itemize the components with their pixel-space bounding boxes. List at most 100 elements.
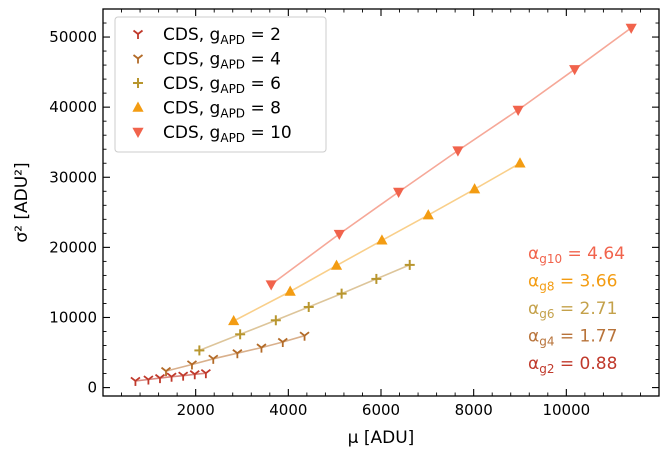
series-1 (130, 369, 211, 386)
tri-arm (194, 370, 200, 375)
triangle-up-marker (132, 101, 144, 112)
legend-marker (132, 101, 144, 112)
triangle-down-marker (393, 187, 405, 198)
tri-arm (282, 337, 288, 343)
legend-entry: CDS, gAPD = 6 (133, 74, 281, 96)
data-point (189, 370, 200, 380)
y-tick-label: 10000 (49, 308, 97, 326)
data-point (232, 349, 243, 359)
tri-arm (137, 29, 144, 35)
triangle-up-marker (422, 209, 434, 220)
y-tick-label: 20000 (49, 238, 97, 256)
tri-arm (159, 373, 166, 379)
legend-marker (132, 29, 144, 39)
tri-arm (212, 354, 219, 360)
alpha-annotation: αg6 = 2.71 (528, 299, 617, 321)
y-tick-label: 40000 (49, 98, 97, 116)
y-tick-label: 0 (87, 379, 97, 397)
alpha-annotation: αg8 = 3.66 (528, 272, 617, 294)
tri-arm (189, 370, 196, 375)
alpha-annotations: αg10 = 4.64 αg8 = 3.66 αg6 = 2.71 αg4 = 1.7… (528, 244, 625, 376)
tri-arm (260, 343, 267, 349)
triangle-down-marker (265, 280, 277, 291)
legend-box (114, 16, 327, 153)
legend-marker (132, 127, 144, 138)
data-point (422, 209, 434, 220)
data-point (330, 259, 343, 270)
data-point (154, 373, 166, 384)
data-point (228, 314, 240, 326)
data-point (625, 23, 637, 34)
data-point (208, 354, 219, 364)
tri-arm (182, 371, 189, 377)
series-fit-line (233, 162, 521, 322)
data-point (284, 285, 296, 296)
alpha-annotation: αg2 = 0.88 (528, 354, 617, 376)
triangle-down-marker (569, 65, 581, 76)
y-tick-label: 30000 (49, 168, 97, 186)
tri-arm (132, 54, 139, 60)
data-point (569, 65, 581, 76)
triangle-down-marker (452, 146, 464, 157)
tri-arm (130, 376, 136, 382)
series-layer (130, 23, 637, 386)
legend-entry: CDS, gAPD = 8 (132, 99, 281, 121)
y-tick-label: 50000 (49, 28, 97, 46)
triangle-down-marker (333, 229, 345, 241)
tri-arm (299, 331, 306, 337)
data-point (393, 187, 405, 198)
data-point (143, 375, 154, 385)
x-tick-label: 6000 (362, 401, 400, 419)
tri-arm (191, 360, 198, 366)
data-point (376, 234, 388, 245)
legend-entry: CDS, gAPD = 10 (132, 123, 292, 145)
data-point (512, 105, 524, 116)
legend-label: CDS, gAPD = 8 (163, 99, 281, 121)
tri-arm (134, 376, 141, 382)
triangle-up-marker (284, 285, 296, 296)
data-point (404, 259, 415, 270)
data-point (178, 371, 189, 381)
data-point (336, 288, 347, 299)
data-point (200, 369, 211, 379)
legend-label: CDS, gAPD = 6 (163, 74, 281, 96)
triangle-down-marker (625, 23, 637, 34)
tri-arm (166, 372, 173, 378)
data-point (452, 146, 464, 157)
tri-arm (236, 349, 243, 354)
x-axis-label: μ [ADU] (348, 428, 415, 448)
data-point (514, 157, 526, 168)
data-point (265, 280, 277, 291)
tri-arm (205, 369, 211, 374)
y-axis-label: σ² [ADU²] (12, 162, 32, 242)
tri-arm (200, 369, 207, 374)
series-5 (265, 23, 637, 291)
x-tick-label: 2000 (177, 401, 215, 419)
legend-marker (132, 54, 144, 64)
x-tick-label: 8000 (455, 401, 493, 419)
legend-label: CDS, gAPD = 4 (163, 50, 281, 72)
data-point (235, 329, 246, 340)
triangle-up-marker (514, 157, 526, 168)
tri-arm (137, 54, 144, 60)
tri-arm (232, 349, 238, 354)
tri-arm (160, 366, 167, 372)
legend-entry: CDS, gAPD = 4 (132, 50, 281, 72)
axis-ticks: 2000 4000 6000 8000 10000 0 10000 20000 30000 400… (49, 9, 659, 419)
data-point (194, 345, 205, 356)
series-2 (160, 331, 310, 377)
legend-entry: CDS, gAPD = 2 (132, 25, 281, 47)
data-point (256, 343, 267, 353)
tri-arm (186, 360, 193, 366)
data-point (277, 337, 288, 348)
data-point (166, 372, 177, 382)
tri-arm (171, 372, 177, 378)
series-3 (194, 259, 415, 356)
triangle-down-marker (132, 127, 144, 138)
legend-label: CDS, gAPD = 2 (163, 25, 281, 47)
data-point (468, 183, 481, 194)
triangle-up-marker (330, 259, 343, 270)
x-tick-label: 10000 (542, 401, 590, 419)
